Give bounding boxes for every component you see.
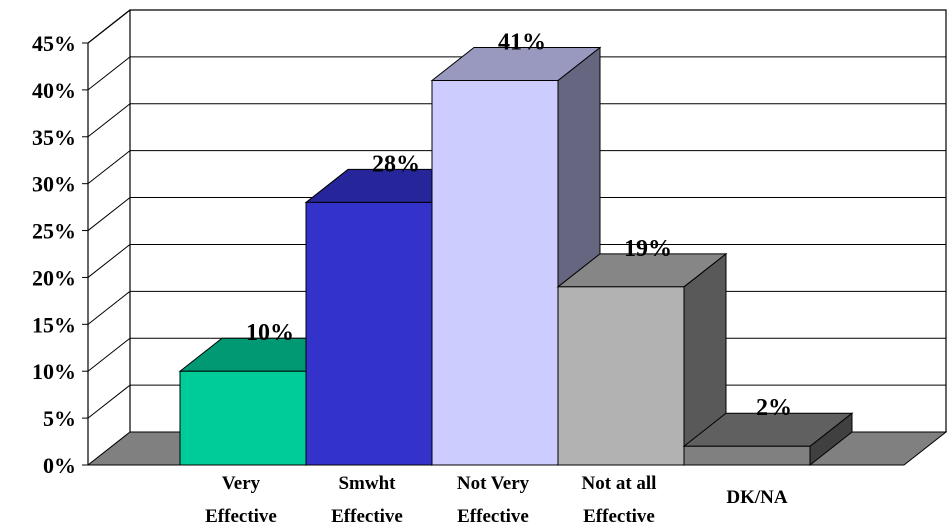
bar	[682, 412, 854, 467]
y-tick-label: 20%	[32, 265, 76, 290]
bar	[430, 46, 602, 467]
y-tick-label: 45%	[32, 31, 76, 56]
gridline	[87, 243, 946, 278]
x-category-label: Smwht Effective	[331, 473, 403, 527]
bar-front	[179, 370, 307, 466]
data-labels: 10% 28% 41% 19% 2%	[246, 30, 792, 422]
x-category-label: Not Very Effective	[457, 473, 530, 527]
x-category-label: DK/NA	[726, 487, 788, 508]
gridline	[87, 150, 946, 185]
y-tick-label: 30%	[32, 172, 76, 197]
x-category-label: Not at all Effective	[582, 473, 657, 527]
x-category-label: Very Effective	[205, 473, 277, 527]
data-label: 2%	[756, 395, 792, 421]
bar-front	[683, 445, 811, 466]
gridline	[87, 56, 946, 91]
chart-walls	[87, 9, 947, 465]
y-tick-label: 10%	[32, 359, 76, 384]
gridline	[87, 9, 946, 44]
data-label: 41%	[498, 30, 546, 56]
x-axis-categories: Very Effective Smwht Effective Not Very Effec…	[205, 473, 788, 527]
bar-front	[305, 201, 433, 466]
bar-front	[431, 80, 559, 466]
gridline	[87, 197, 946, 231]
y-tick-label: 15%	[32, 312, 76, 337]
bar-front	[557, 286, 685, 466]
gridline	[87, 103, 946, 138]
y-axis-ticks: 0% 5% 10% 15% 20% 25% 30% 35% 40% 45%	[32, 31, 88, 478]
y-tick-label: 35%	[32, 125, 76, 150]
y-tick-label: 25%	[32, 219, 76, 244]
y-tick-label: 5%	[43, 406, 76, 431]
data-label: 28%	[372, 151, 420, 177]
chart-bars	[178, 46, 854, 467]
data-label: 10%	[246, 320, 294, 346]
y-tick-label: 40%	[32, 78, 76, 103]
bar	[556, 252, 728, 467]
data-label: 19%	[624, 236, 672, 262]
y-tick-label: 0%	[43, 453, 76, 478]
